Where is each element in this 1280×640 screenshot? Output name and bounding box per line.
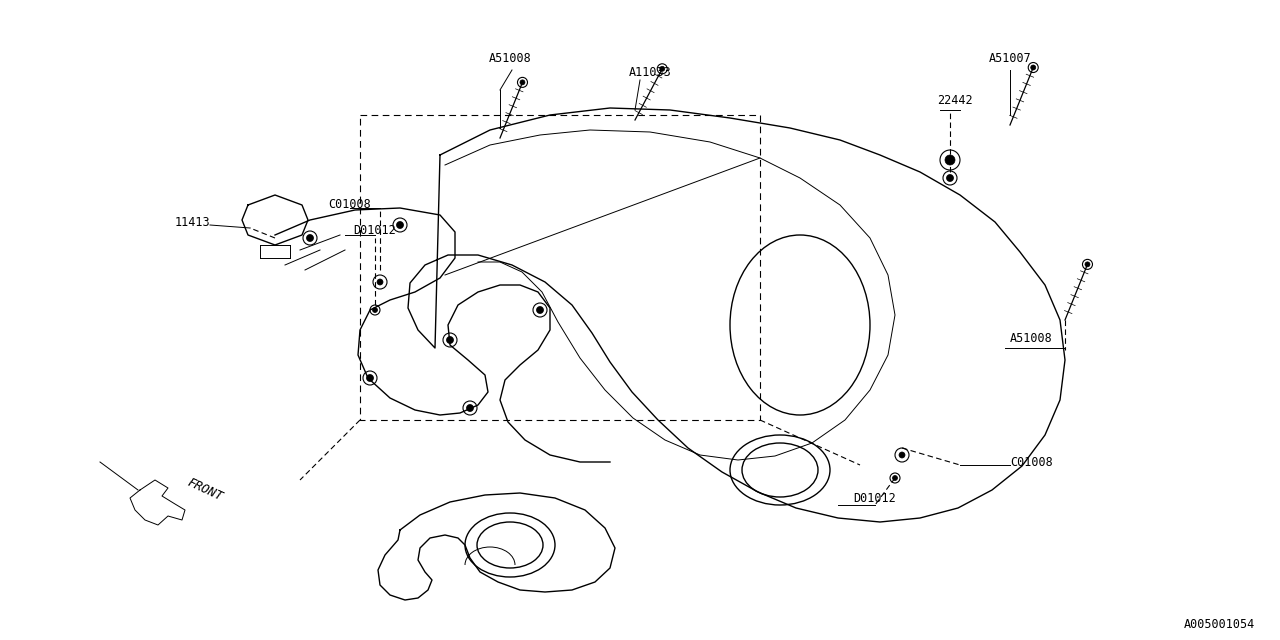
Text: FRONT: FRONT <box>186 476 224 504</box>
Text: A005001054: A005001054 <box>1184 618 1254 632</box>
Circle shape <box>1030 65 1036 70</box>
Circle shape <box>372 307 378 312</box>
Circle shape <box>378 279 383 285</box>
Circle shape <box>892 476 897 481</box>
Text: 22442: 22442 <box>937 93 973 106</box>
Text: A51007: A51007 <box>988 51 1032 65</box>
Circle shape <box>520 80 525 85</box>
Circle shape <box>366 374 374 381</box>
Circle shape <box>1085 262 1091 267</box>
Circle shape <box>397 221 403 228</box>
Circle shape <box>945 155 955 165</box>
Circle shape <box>659 67 664 71</box>
Text: A51008: A51008 <box>1010 332 1052 344</box>
Circle shape <box>899 452 905 458</box>
Text: D01012: D01012 <box>353 223 397 237</box>
Text: A11033: A11033 <box>628 65 672 79</box>
Text: A51008: A51008 <box>489 51 531 65</box>
Text: D01012: D01012 <box>854 492 896 504</box>
Circle shape <box>306 234 314 241</box>
Text: 11413: 11413 <box>174 216 210 228</box>
Text: C01008: C01008 <box>329 198 371 211</box>
Circle shape <box>536 307 544 314</box>
Circle shape <box>447 337 453 344</box>
Circle shape <box>466 404 474 412</box>
Circle shape <box>946 175 954 182</box>
Text: C01008: C01008 <box>1010 456 1052 470</box>
